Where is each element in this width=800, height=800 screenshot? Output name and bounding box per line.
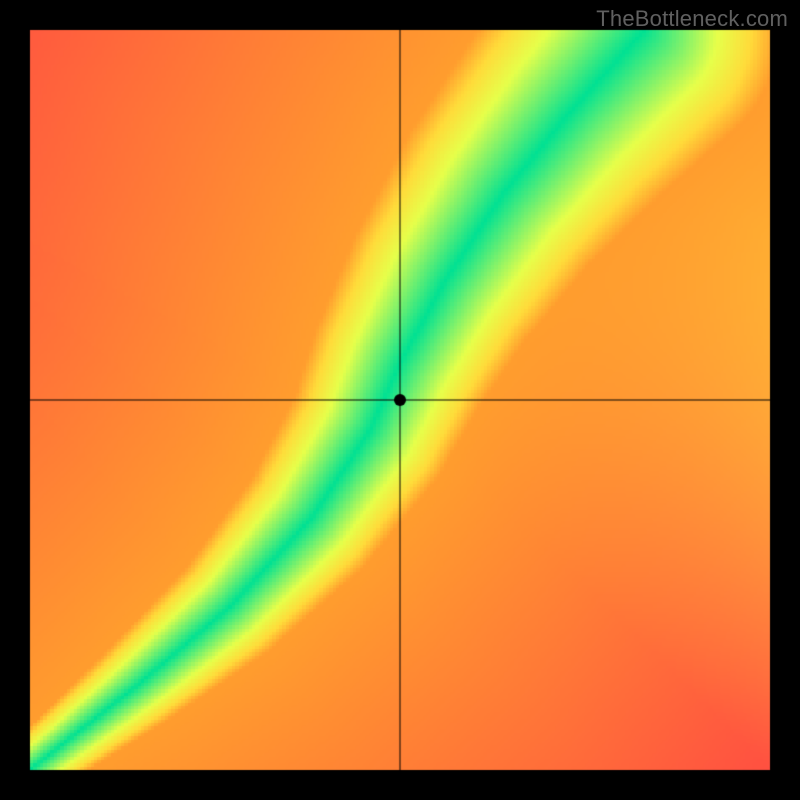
chart-container: TheBottleneck.com [0,0,800,800]
watermark-label: TheBottleneck.com [596,6,788,32]
heatmap-canvas [0,0,800,800]
